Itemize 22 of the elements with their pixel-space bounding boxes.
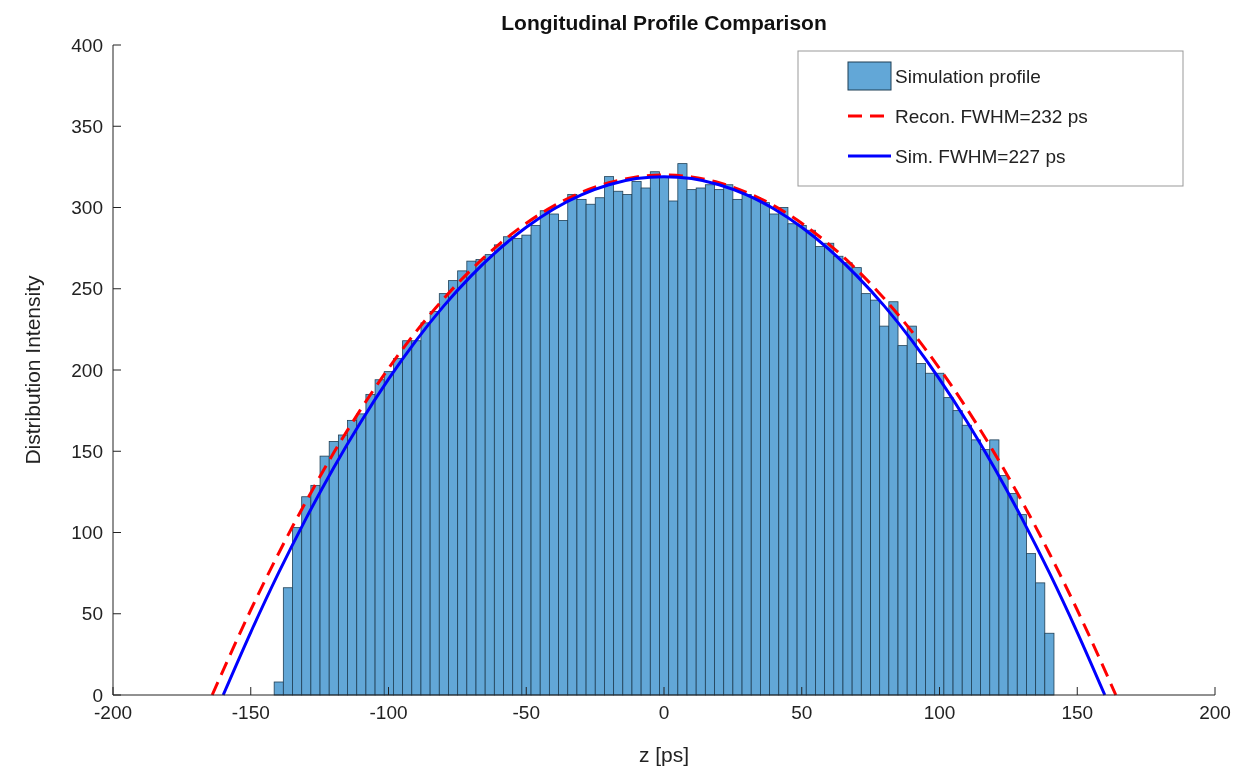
x-tick-label: 200	[1199, 702, 1231, 723]
legend-label: Recon. FWHM=232 ps	[895, 105, 1088, 127]
x-tick-label: 150	[1061, 702, 1094, 723]
y-tick-label: 50	[81, 603, 103, 625]
x-tick-label: 0	[658, 702, 670, 723]
y-axis-title: Distribution Intensity	[21, 274, 44, 465]
x-tick-label: 50	[791, 702, 813, 723]
legend-label: Simulation profile	[895, 65, 1041, 87]
y-tick-label: 150	[71, 440, 103, 462]
chart-title: Longitudinal Profile Comparison	[501, 11, 827, 34]
y-tick-label: 200	[71, 359, 103, 381]
x-tick-label: -100	[369, 702, 408, 723]
y-tick-label: 400	[71, 34, 103, 56]
y-tick-label: 350	[71, 115, 103, 137]
x-tick-label: 100	[923, 702, 956, 723]
y-tick-label: 250	[71, 278, 103, 300]
legend-label: Sim. FWHM=227 ps	[895, 145, 1066, 167]
x-tick-label: -50	[512, 702, 540, 723]
x-axis-title: z [ps]	[638, 743, 690, 766]
y-tick-label: 100	[71, 522, 103, 544]
y-tick-label: 300	[71, 197, 103, 219]
x-tick-label: -150	[231, 702, 270, 723]
